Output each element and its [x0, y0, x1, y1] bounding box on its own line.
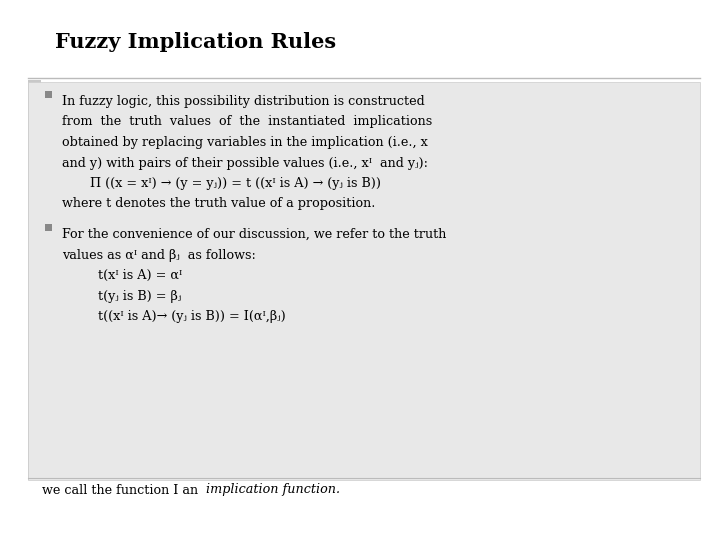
Text: implication function.: implication function. — [206, 483, 340, 496]
Text: obtained by replacing variables in the implication (i.e., x: obtained by replacing variables in the i… — [62, 136, 428, 149]
Text: where t denotes the truth value of a proposition.: where t denotes the truth value of a pro… — [62, 198, 375, 211]
Text: t((xᴵ is A)→ (yⱼ is B)) = I(αᴵ,βⱼ): t((xᴵ is A)→ (yⱼ is B)) = I(αᴵ,βⱼ) — [82, 310, 286, 323]
Text: t(yⱼ is B) = βⱼ: t(yⱼ is B) = βⱼ — [82, 290, 181, 303]
Text: values as αᴵ and βⱼ  as follows:: values as αᴵ and βⱼ as follows: — [62, 249, 256, 262]
Bar — [45, 224, 52, 231]
Text: from  the  truth  values  of  the  instantiated  implications: from the truth values of the instantiate… — [62, 116, 432, 129]
Text: Π ((x = xᴵ) → (y = yⱼ)) = t ((xᴵ is A) → (yⱼ is B)): Π ((x = xᴵ) → (y = yⱼ)) = t ((xᴵ is A) →… — [82, 177, 381, 190]
Text: In fuzzy logic, this possibility distribution is constructed: In fuzzy logic, this possibility distrib… — [62, 95, 425, 108]
Text: and y) with pairs of their possible values (i.e., xᴵ  and yⱼ):: and y) with pairs of their possible valu… — [62, 157, 428, 170]
Bar — [28, 82, 700, 480]
Text: t(xᴵ is A) = αᴵ: t(xᴵ is A) = αᴵ — [82, 269, 182, 282]
Text: we call the function I an: we call the function I an — [42, 483, 202, 496]
Bar — [28, 60, 41, 480]
Bar — [0, 0, 720, 80]
Bar — [45, 91, 52, 98]
Text: Fuzzy Implication Rules: Fuzzy Implication Rules — [55, 32, 336, 52]
Text: For the convenience of our discussion, we refer to the truth: For the convenience of our discussion, w… — [62, 228, 446, 241]
